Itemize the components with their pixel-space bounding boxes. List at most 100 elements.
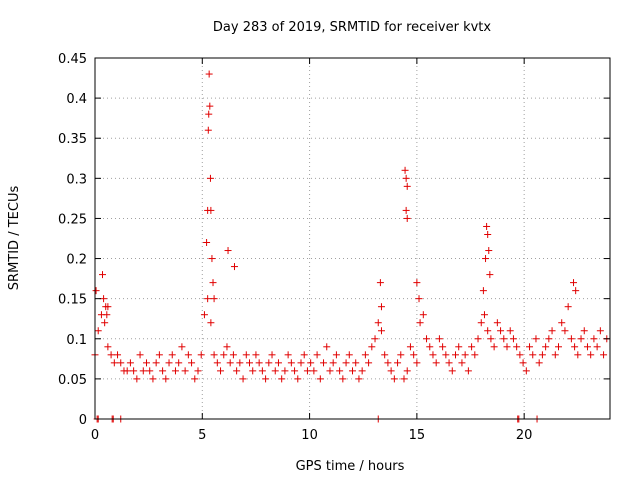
- data-point: [310, 367, 318, 375]
- data-point: [482, 255, 490, 263]
- gridlines: [95, 58, 610, 419]
- data-point: [209, 279, 217, 287]
- data-point: [210, 351, 218, 359]
- y-tick-label-1: 0.05: [58, 373, 87, 388]
- data-point: [99, 271, 107, 279]
- data-point: [377, 327, 385, 335]
- data-point: [239, 375, 247, 383]
- data-point: [526, 343, 534, 351]
- data-point: [419, 311, 427, 319]
- data-point: [184, 351, 192, 359]
- data-point: [297, 359, 305, 367]
- data-point: [274, 359, 282, 367]
- x-tick-labels: 0 5 10 15 20: [91, 428, 533, 443]
- data-point: [577, 335, 585, 343]
- data-point: [522, 367, 530, 375]
- data-point: [332, 351, 340, 359]
- data-point: [223, 343, 231, 351]
- data-point: [323, 343, 331, 351]
- data-point: [486, 271, 494, 279]
- data-point: [236, 359, 244, 367]
- data-point: [484, 230, 492, 238]
- chart-title: Day 283 of 2019, SRMTID for receiver kvt…: [213, 20, 491, 35]
- data-point: [210, 295, 218, 303]
- y-tick-label-8: 0.4: [66, 92, 87, 107]
- data-point: [583, 343, 591, 351]
- y-tick-label-4: 0.2: [66, 253, 87, 268]
- data-point: [197, 351, 205, 359]
- data-point: [258, 367, 266, 375]
- data-point: [426, 343, 434, 351]
- data-point: [513, 343, 521, 351]
- data-point: [152, 359, 160, 367]
- data-point: [262, 375, 270, 383]
- data-point: [203, 239, 211, 247]
- data-point: [445, 359, 453, 367]
- y-tick-labels: 0 0.05 0.1 0.15 0.2 0.25 0.3 0.35 0.4 0.45: [58, 52, 87, 428]
- data-point: [570, 279, 578, 287]
- data-point: [352, 359, 360, 367]
- data-point: [208, 255, 216, 263]
- data-points: [91, 70, 611, 423]
- data-point: [136, 351, 144, 359]
- data-point: [368, 343, 376, 351]
- data-point: [255, 359, 263, 367]
- data-point: [207, 206, 215, 214]
- y-axis-title: SRMTID / TECUs: [7, 186, 22, 291]
- data-point: [545, 335, 553, 343]
- data-point: [206, 174, 214, 182]
- data-point: [590, 335, 598, 343]
- data-point: [509, 335, 517, 343]
- data-point: [574, 351, 582, 359]
- data-point: [155, 351, 163, 359]
- data-point: [376, 279, 384, 287]
- x-tick-label-4: 20: [516, 428, 533, 443]
- data-point: [413, 359, 421, 367]
- data-point: [339, 375, 347, 383]
- data-point: [432, 359, 440, 367]
- data-point: [107, 351, 115, 359]
- data-point: [204, 295, 212, 303]
- data-point: [600, 351, 608, 359]
- data-point: [149, 375, 157, 383]
- data-point: [487, 335, 495, 343]
- data-point: [300, 351, 308, 359]
- data-point: [294, 375, 302, 383]
- data-point: [377, 303, 385, 311]
- data-point: [435, 335, 443, 343]
- data-point: [194, 367, 202, 375]
- data-point: [406, 343, 414, 351]
- data-point: [483, 222, 491, 230]
- x-tick-label-0: 0: [91, 428, 99, 443]
- data-point: [103, 311, 111, 319]
- data-point: [159, 367, 167, 375]
- data-point: [320, 359, 328, 367]
- y-tick-label-9: 0.45: [58, 52, 87, 67]
- data-point: [303, 367, 311, 375]
- data-point: [123, 367, 131, 375]
- data-point: [381, 351, 389, 359]
- data-point: [246, 359, 253, 367]
- plot-frame: [94, 57, 611, 420]
- data-point: [213, 359, 221, 367]
- data-point: [268, 351, 276, 359]
- data-point: [500, 335, 508, 343]
- data-point: [455, 343, 463, 351]
- data-point: [271, 367, 279, 375]
- data-point: [249, 367, 257, 375]
- data-point: [401, 166, 409, 174]
- data-point: [403, 214, 411, 222]
- data-point: [558, 319, 566, 327]
- data-point: [291, 367, 299, 375]
- data-point: [403, 182, 411, 190]
- y-tick-label-6: 0.3: [66, 172, 87, 187]
- data-point: [564, 303, 572, 311]
- data-point: [551, 351, 559, 359]
- data-point: [474, 335, 482, 343]
- data-point: [110, 359, 118, 367]
- data-point: [316, 375, 324, 383]
- data-point: [593, 343, 601, 351]
- data-point: [200, 311, 208, 319]
- x-axis-title: GPS time / hours: [296, 459, 405, 474]
- data-point: [423, 335, 431, 343]
